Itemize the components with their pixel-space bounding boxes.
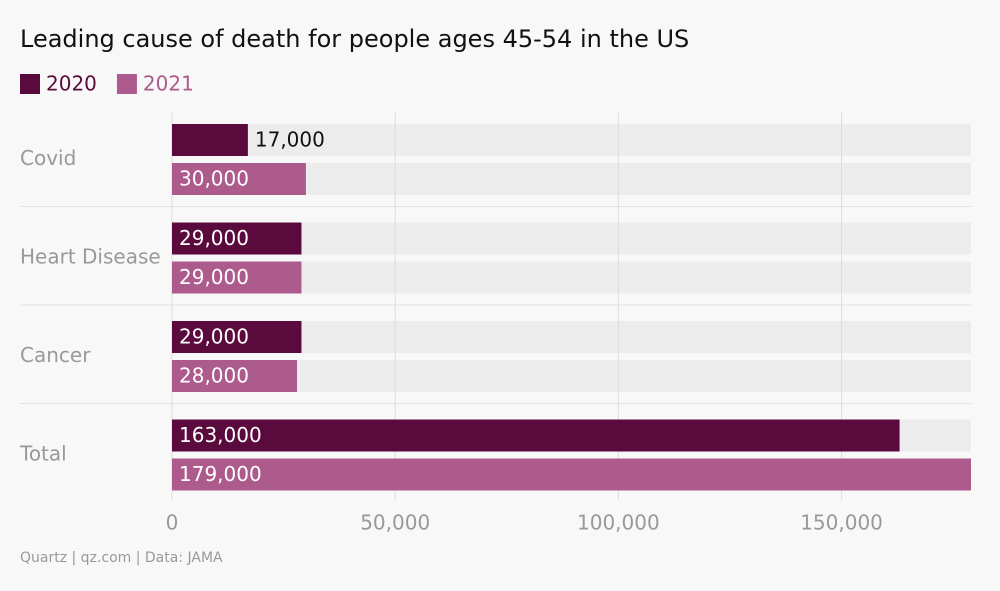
value-label: 17,000 [255,128,325,152]
bar [172,222,302,255]
bar-track [172,321,971,353]
bar [172,458,971,491]
legend-label: 2020 [46,72,97,96]
value-label: 163,000 [179,423,262,447]
bar [172,419,900,452]
bar [172,321,302,353]
value-label: 29,000 [179,265,249,289]
value-label: 29,000 [179,325,249,349]
bar-track [172,222,971,255]
y-tick-label: Cancer [20,343,91,367]
legend-swatch [20,74,40,94]
bar-track [172,261,971,294]
y-tick-label: Covid [20,146,76,170]
bar [172,360,297,392]
value-label: 179,000 [179,462,262,486]
bar-track [172,360,971,392]
x-tick-label: 100,000 [577,511,660,535]
bar [172,163,306,195]
bar [172,124,248,156]
legend-label: 2021 [143,72,194,96]
source: Quartz | qz.com | Data: JAMA [20,550,223,566]
x-tick-label: 50,000 [360,511,430,535]
y-tick-label: Heart Disease [20,245,161,269]
x-tick-label: 150,000 [800,511,883,535]
value-label: 28,000 [179,364,249,388]
bar-track [172,124,971,156]
value-label: 29,000 [179,226,249,250]
x-tick-label: 0 [166,511,179,535]
chart-title: Leading cause of death for people ages 4… [20,25,689,53]
bar [172,261,302,294]
legend-swatch [116,74,137,94]
value-label: 30,000 [179,167,249,191]
y-tick-label: Total [19,442,67,466]
